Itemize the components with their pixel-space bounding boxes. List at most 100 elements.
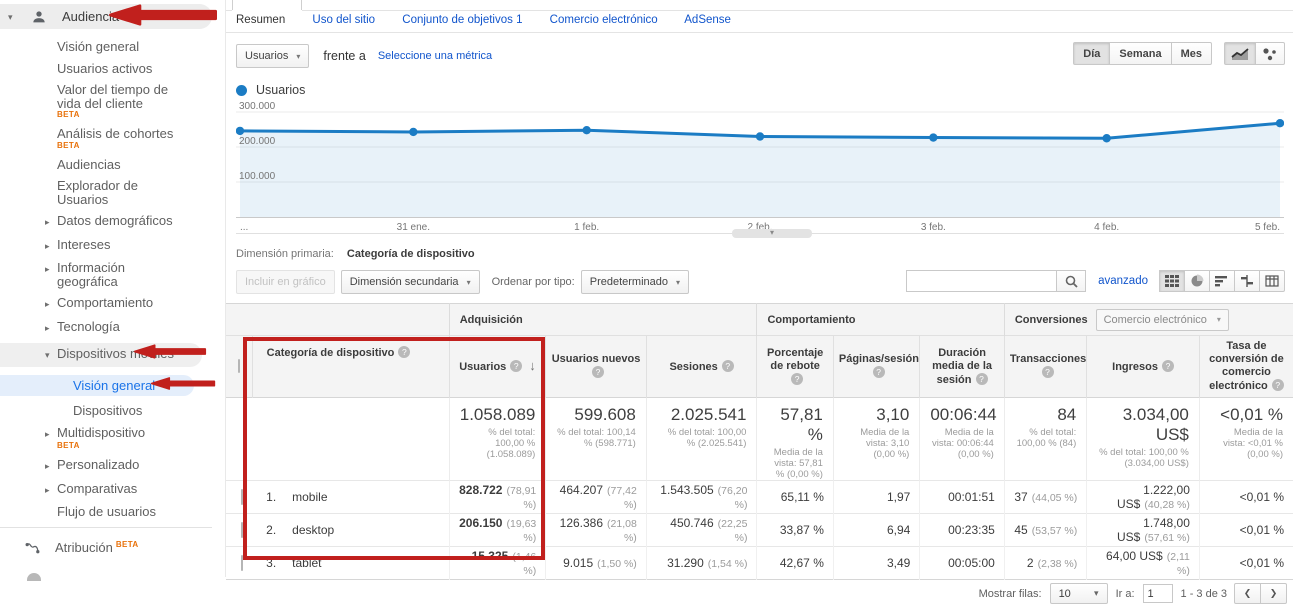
- tab-adsense[interactable]: AdSense: [684, 14, 731, 26]
- granularity-month-button[interactable]: Mes: [1170, 42, 1212, 65]
- sidebar-item-datos-demograficos[interactable]: ▸ Datos demográficos: [45, 213, 173, 228]
- table-row-tablet[interactable]: 3. tablet 15.325 (1,46 %) 9.015 (1,50 %) 31…: [226, 546, 1293, 580]
- help-icon[interactable]: ?: [1041, 366, 1054, 378]
- tab-uso-del-sitio[interactable]: Uso del sitio: [312, 14, 376, 26]
- col-header-duration[interactable]: Duración media de la sesión?: [919, 335, 1005, 398]
- sidebar-item-intereses[interactable]: ▸ Intereses: [45, 236, 111, 252]
- sidebar-item-explorador-usuarios[interactable]: Explorador de Usuarios: [0, 179, 225, 206]
- sidebar-item-vision-general[interactable]: Visión general: [0, 40, 225, 54]
- timeline-scrubber-handle[interactable]: ▾: [732, 229, 812, 238]
- sidebar-item-valor-tiempo-vida[interactable]: Valor del tiempo de vida del cliente BETA: [0, 83, 225, 119]
- performance-bars-view-icon[interactable]: [1209, 270, 1235, 292]
- help-icon[interactable]: ?: [975, 372, 988, 385]
- col-header-bounce[interactable]: Porcentaje de rebote?: [756, 335, 834, 398]
- granularity-toggle: Día Semana Mes: [1073, 42, 1212, 65]
- help-icon[interactable]: ?: [1162, 359, 1174, 372]
- col-header-revenue[interactable]: Ingresos?: [1086, 335, 1200, 398]
- column-header-row: Categoría de dispositivo? Usuarios? ↓ Usu…: [226, 335, 1293, 398]
- help-icon[interactable]: ?: [1271, 379, 1284, 391]
- row-range-text: 1 - 3 de 3: [1180, 587, 1227, 600]
- metric-bar: Usuarios ▾ frente a Seleccione una métri…: [236, 42, 1293, 70]
- row-checkbox[interactable]: [241, 555, 244, 571]
- comparison-view-icon[interactable]: [1234, 270, 1260, 292]
- row-checkbox[interactable]: [241, 522, 244, 538]
- row-checkbox[interactable]: [241, 489, 244, 505]
- tab-comercio-electronico[interactable]: Comercio electrónico: [549, 14, 658, 26]
- sidebar-item-personalizado[interactable]: ▸ Personalizado: [45, 457, 140, 472]
- select-all-checkbox[interactable]: [237, 359, 240, 373]
- motion-chart-icon[interactable]: [1255, 42, 1285, 65]
- sidebar-item-dispositivos-moviles[interactable]: ▾ Dispositivos móviles: [0, 343, 202, 367]
- data-point[interactable]: [235, 126, 245, 136]
- search-icon[interactable]: [1056, 270, 1087, 292]
- sidebar-item-analisis-cohortes[interactable]: Análisis de cohortes BETA: [0, 127, 225, 150]
- primary-dimension-value[interactable]: Categoría de dispositivo: [346, 248, 475, 260]
- help-icon[interactable]: ?: [791, 372, 804, 385]
- select-metric-link[interactable]: Seleccione una métrica: [377, 50, 493, 62]
- sort-desc-icon: ↓: [529, 358, 536, 373]
- col-header-device[interactable]: Categoría de dispositivo?: [251, 335, 450, 398]
- col-header-new-users[interactable]: Usuarios nuevos?: [545, 335, 647, 398]
- secondary-dimension-dropdown[interactable]: Dimensión secundaria ▾: [340, 270, 480, 294]
- sidebar-item-vision-general-moviles[interactable]: Visión general: [0, 374, 194, 396]
- table-row-desktop[interactable]: 2. desktop 206.150 (19,63 %) 126.386 (21,08…: [226, 513, 1293, 547]
- sidebar-item-atribucion[interactable]: Atribución BETA: [0, 540, 225, 560]
- granularity-day-button[interactable]: Día: [1073, 42, 1111, 65]
- sidebar-item-audiencias[interactable]: Audiencias: [0, 157, 225, 172]
- sidebar-section-audiencia[interactable]: ▾ Audiencia: [0, 4, 212, 29]
- users-line-chart[interactable]: 300.000 200.000 100.000: [235, 100, 1285, 220]
- data-point[interactable]: [755, 132, 765, 141]
- percentage-pie-view-icon[interactable]: [1184, 270, 1210, 292]
- data-table-view-icon[interactable]: [1159, 270, 1185, 292]
- sidebar-item-comportamiento[interactable]: ▸ Comportamiento: [45, 295, 154, 310]
- sort-type-dropdown[interactable]: Predeterminado ▾: [580, 270, 690, 294]
- help-icon[interactable]: ?: [592, 366, 605, 378]
- sidebar-item-informacion-geografica[interactable]: ▸ Información geográfica: [45, 260, 125, 289]
- chevron-down-icon: ▾: [1094, 588, 1099, 598]
- sidebar-item-tecnologia[interactable]: ▸ Tecnología: [45, 318, 120, 334]
- metric-dropdown[interactable]: Usuarios ▾: [236, 44, 310, 68]
- clipped-report-tab[interactable]: [232, 0, 302, 10]
- prev-page-button[interactable]: ❮: [1234, 583, 1261, 604]
- pivot-view-icon[interactable]: [1259, 270, 1285, 292]
- plot-rows-button[interactable]: Incluir en gráfico: [236, 270, 335, 294]
- y-tick: 200.000: [239, 136, 276, 147]
- goto-page-input[interactable]: [1142, 584, 1173, 603]
- col-header-sessions[interactable]: Sesiones?: [645, 335, 757, 398]
- data-point[interactable]: [1102, 134, 1111, 143]
- granularity-week-button[interactable]: Semana: [1109, 42, 1172, 65]
- rows-per-page-dropdown[interactable]: 10 ▾: [1049, 583, 1108, 604]
- tab-conjunto-objetivos[interactable]: Conjunto de objetivos 1: [402, 14, 523, 26]
- sidebar-item-usuarios-activos[interactable]: Usuarios activos: [0, 61, 225, 76]
- sidebar-item-multidispositivo[interactable]: ▸ Multidispositivo BETA: [0, 425, 225, 450]
- data-point[interactable]: [1275, 119, 1285, 128]
- col-header-pages[interactable]: Páginas/sesión?: [832, 335, 920, 398]
- help-icon[interactable]: ?: [872, 366, 885, 378]
- help-icon[interactable]: ?: [398, 346, 411, 358]
- col-header-users[interactable]: Usuarios? ↓: [448, 335, 546, 398]
- help-icon[interactable]: ?: [510, 360, 523, 372]
- cell-revenue: 64,00 US$ (2,11 %): [1086, 546, 1200, 580]
- data-point[interactable]: [929, 133, 938, 142]
- next-page-button[interactable]: ❯: [1260, 583, 1287, 604]
- table-row-mobile[interactable]: 1. mobile 828.722 (78,91 %) 464.207 (77,42 …: [226, 480, 1293, 514]
- data-point[interactable]: [582, 126, 591, 135]
- search-input[interactable]: [906, 270, 1057, 292]
- collapse-caret-icon: ▾: [8, 12, 13, 22]
- x-tick: 5 feb.: [1254, 222, 1280, 233]
- help-icon[interactable]: ?: [721, 359, 734, 372]
- col-header-transactions[interactable]: Transacciones?: [1003, 335, 1087, 398]
- sidebar-item-flujo-usuarios[interactable]: Flujo de usuarios: [0, 505, 225, 519]
- tab-resumen[interactable]: Resumen: [236, 14, 286, 26]
- total-conv-rate: <0,01 % Media de la vista: <0,01 % (0,00 …: [1198, 397, 1293, 481]
- chart-canvas: [235, 111, 1285, 218]
- data-point[interactable]: [409, 127, 418, 137]
- conversions-type-dropdown[interactable]: Comercio electrónico ▾: [1095, 308, 1229, 331]
- sidebar-item-dispositivos[interactable]: Dispositivos: [0, 404, 225, 418]
- cell-revenue: 1.748,00 US$ (57,61 %): [1086, 513, 1200, 547]
- sidebar-item-comparativas[interactable]: ▸ Comparativas: [45, 480, 138, 496]
- col-header-conv-rate[interactable]: Tasa de conversión de comercio electróni…: [1198, 335, 1293, 398]
- line-chart-icon[interactable]: [1224, 42, 1256, 65]
- advanced-search-link[interactable]: avanzado: [1098, 275, 1148, 287]
